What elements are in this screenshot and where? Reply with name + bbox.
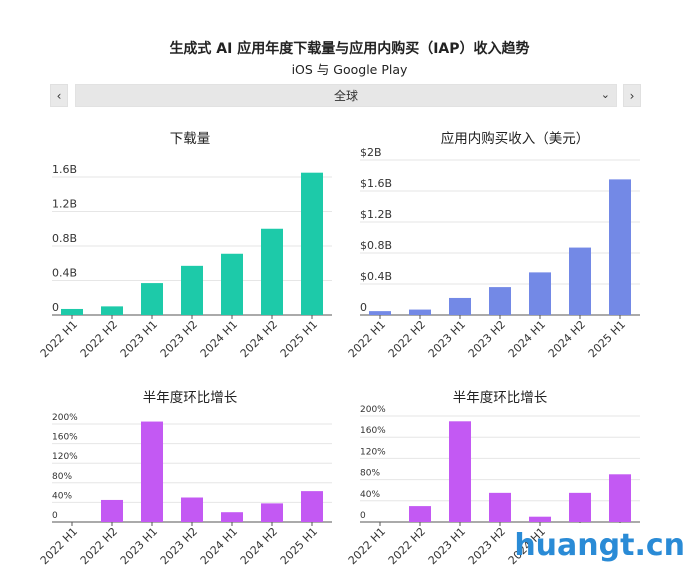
next-button[interactable]: › [623,84,641,107]
bar-2024-H2 [261,503,283,522]
x-tick-label: 2024 H2 [238,525,280,567]
bar-2022-H1 [61,308,83,315]
bar-2025-H1 [609,474,631,522]
x-tick-label: 2022 H1 [38,318,80,360]
bar-2023-H2 [489,287,511,315]
page-title: 生成式 AI 应用年度下载量与应用内购买（IAP）收入趋势 [169,41,530,57]
bar-2023-H1 [141,283,163,315]
bar-2025-H1 [609,179,631,315]
x-tick-label: 2025 H1 [278,318,320,360]
watermark-backdrop [545,523,695,569]
x-tick-label: 2025 H1 [278,525,320,567]
y-tick-label: $2B [360,146,382,159]
watermark-logo: huangt.cn [514,528,685,563]
x-tick-label: 2024 H2 [546,318,588,360]
y-tick-label: $1.6B [360,177,392,190]
page-subtitle: iOS 与 Google Play [291,62,408,77]
bar-2022-H1 [369,311,391,315]
bar-2024-H1 [221,512,243,522]
x-tick-label: 2023 H1 [426,318,468,360]
y-tick-label: 1.6B [52,163,77,176]
bar-2023-H1 [449,421,471,522]
x-tick-label: 2024 H1 [198,318,240,360]
bar-2025-H1 [301,172,323,315]
y-tick-label: 1.2B [52,198,77,211]
region-select[interactable]: 全球 ⌄ [75,84,617,107]
chart-title-growth-left: 半年度环比增长 [142,390,238,406]
x-tick-label: 2022 H1 [346,525,388,567]
y-tick-label: 120% [360,447,386,457]
bar-2025-H1 [301,491,323,522]
y-tick-label: 0.4B [52,267,77,280]
bar-2024-H2 [569,247,591,315]
bar-2024-H2 [569,492,591,522]
bar-2022-H2 [101,306,123,315]
x-tick-label: 2023 H2 [158,525,200,567]
x-tick-label: 2022 H2 [386,525,428,567]
y-tick-label: 120% [52,452,78,462]
x-tick-label: 2025 H1 [586,318,628,360]
bar-2022-H2 [409,309,431,315]
y-tick-label: $0.8B [360,239,392,252]
x-tick-label: 2023 H2 [466,525,508,567]
x-tick-label: 2024 H1 [198,525,240,567]
y-tick-label: $1.2B [360,208,392,221]
y-tick-label: 40% [52,491,72,501]
region-select-value: 全球 [333,89,358,103]
x-tick-label: 2022 H2 [78,525,120,567]
x-tick-label: 2022 H1 [38,525,80,567]
bar-2023-H1 [449,297,471,315]
bar-2024-H1 [529,272,551,315]
y-tick-label: 80% [360,469,380,479]
bar-2022-H2 [101,499,123,522]
x-tick-label: 2024 H1 [506,318,548,360]
x-tick-label: 2023 H2 [158,318,200,360]
bar-2024-H2 [261,228,283,315]
bar-2022-H2 [409,506,431,522]
x-tick-label: 2023 H2 [466,318,508,360]
chart-title-revenue: 应用内购买收入（美元） [440,131,590,147]
x-tick-label: 2022 H2 [78,318,120,360]
y-tick-label: 0 [360,511,366,521]
prev-button[interactable]: ‹ [50,84,68,107]
y-tick-label: 0 [52,511,58,521]
bar-2023-H2 [181,265,203,315]
y-tick-label: 160% [52,433,78,443]
y-tick-label: 200% [360,405,386,415]
bar-2024-H1 [221,253,243,315]
y-tick-label: 0 [360,301,367,314]
chevron-down-icon: ⌄ [600,88,610,101]
chart-title-growth-right: 半年度环比增长 [452,390,548,406]
chart-title-downloads: 下载量 [169,131,211,147]
bar-2024-H1 [529,516,551,522]
y-tick-label: 80% [52,472,72,482]
y-tick-label: 160% [360,426,386,436]
x-tick-label: 2024 H2 [238,318,280,360]
x-tick-label: 2023 H1 [118,318,160,360]
x-tick-label: 2022 H2 [386,318,428,360]
y-tick-label: $0.4B [360,270,392,283]
chevron-right-icon: › [629,88,635,103]
y-tick-label: 200% [52,413,78,423]
x-tick-label: 2023 H1 [118,525,160,567]
chevron-left-icon: ‹ [56,88,62,103]
y-tick-label: 0 [52,301,59,314]
x-tick-label: 2023 H1 [426,525,468,567]
x-tick-label: 2022 H1 [346,318,388,360]
y-tick-label: 0.8B [52,232,77,245]
bar-2023-H1 [141,421,163,522]
y-tick-label: 40% [360,490,380,500]
bar-2023-H2 [181,497,203,522]
bar-2023-H2 [489,492,511,522]
